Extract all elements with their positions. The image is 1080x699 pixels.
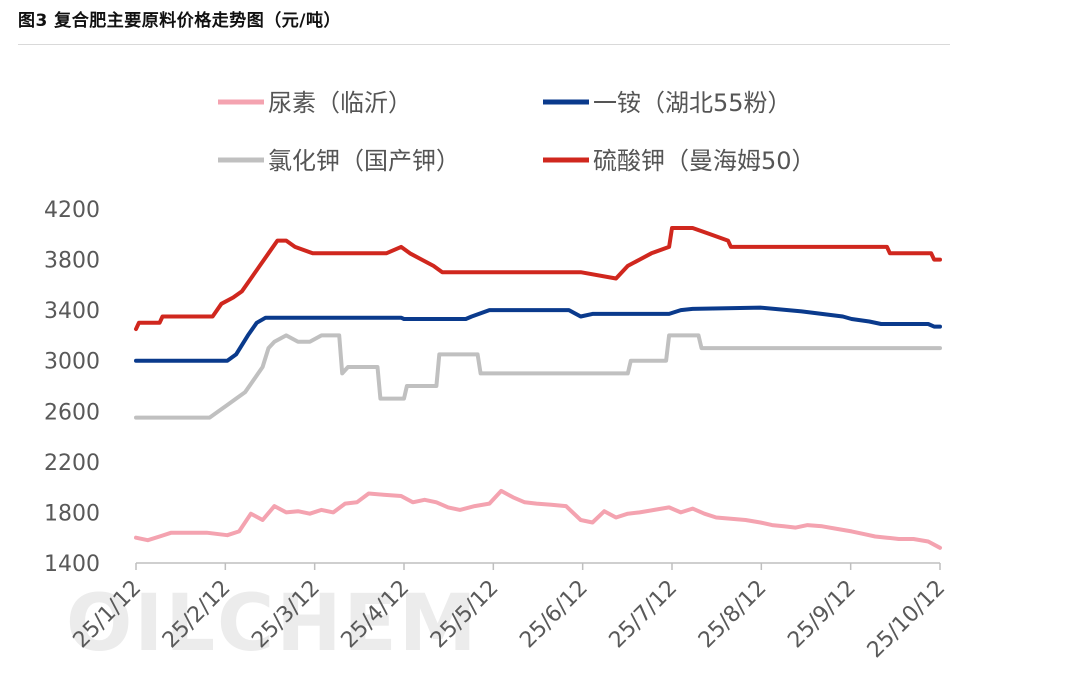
series-line-1 [134, 488, 942, 550]
y-tick-label: 1400 [44, 552, 100, 577]
x-tick-label: 25/6/12 [515, 576, 593, 654]
series-line-2 [134, 305, 942, 363]
figure-title: 图3 复合肥主要原料价格走势图（元/吨） [18, 11, 341, 31]
watermark: OILCHEM [66, 579, 478, 669]
y-axis: 1400 1800 2200 2600 3000 3400 3800 4200 [44, 198, 100, 577]
watermark-text: OILCHEM [66, 579, 478, 669]
plot-area [134, 226, 942, 550]
y-tick-label: 3000 [44, 350, 100, 375]
y-tick-label: 2200 [44, 451, 100, 476]
y-tick-label: 3800 [44, 249, 100, 274]
chart-legend: 尿素（临沂） 一铵（湖北55粉） 氯化钾（国产钾） 硫酸钾（曼海姆50） [218, 89, 816, 175]
x-tick-label: 25/8/12 [694, 576, 772, 654]
legend-label: 氯化钾（国产钾） [268, 147, 460, 175]
x-tick-label: 25/9/12 [783, 576, 861, 654]
series-line-3 [134, 333, 942, 420]
y-tick-label: 2600 [44, 400, 100, 425]
y-tick-label: 3400 [44, 299, 100, 324]
x-tick-label: 25/7/12 [605, 576, 683, 654]
y-tick-label: 1800 [44, 501, 100, 526]
title-divider [18, 44, 950, 45]
legend-label: 尿素（临沂） [268, 89, 412, 117]
x-tick-label: 25/10/12 [863, 576, 951, 664]
series-line-4 [134, 226, 942, 332]
legend-label: 一铵（湖北55粉） [593, 89, 792, 117]
y-tick-label: 4200 [44, 198, 100, 223]
legend-label: 硫酸钾（曼海姆50） [593, 147, 816, 175]
